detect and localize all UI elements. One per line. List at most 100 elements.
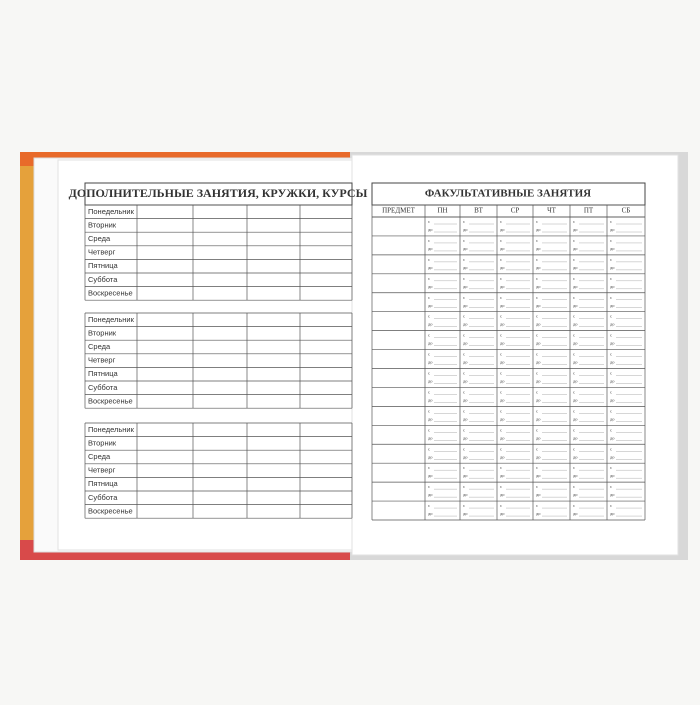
day-label: Понедельник: [88, 207, 135, 216]
from-label: с: [428, 314, 430, 319]
to-label: до: [500, 454, 505, 459]
to-label: до: [463, 397, 468, 402]
column-header: ПН: [437, 207, 447, 215]
to-label: до: [610, 397, 615, 402]
to-label: до: [573, 379, 578, 384]
to-label: до: [463, 265, 468, 270]
from-label: с: [610, 446, 612, 451]
column-header: ПРЕДМЕТ: [382, 207, 415, 215]
from-label: с: [500, 276, 502, 281]
from-label: с: [536, 276, 538, 281]
to-label: до: [500, 284, 505, 289]
from-label: с: [610, 484, 612, 489]
from-label: с: [573, 465, 575, 470]
from-label: с: [536, 503, 538, 508]
from-label: с: [610, 465, 612, 470]
to-label: до: [500, 303, 505, 308]
from-label: с: [500, 219, 502, 224]
day-label: Суббота: [88, 275, 118, 284]
from-label: с: [536, 352, 538, 357]
to-label: до: [573, 416, 578, 421]
to-label: до: [536, 379, 541, 384]
to-label: до: [428, 246, 433, 251]
to-label: до: [463, 284, 468, 289]
to-label: до: [428, 322, 433, 327]
to-label: до: [610, 454, 615, 459]
from-label: с: [573, 276, 575, 281]
to-label: до: [428, 227, 433, 232]
day-label: Четверг: [88, 466, 116, 475]
day-label: Воскресенье: [88, 396, 133, 405]
day-label: Вторник: [88, 438, 117, 447]
from-label: с: [500, 408, 502, 413]
to-label: до: [500, 265, 505, 270]
from-label: с: [428, 333, 430, 338]
from-label: с: [463, 276, 465, 281]
from-label: с: [463, 257, 465, 262]
from-label: с: [573, 352, 575, 357]
to-label: до: [573, 322, 578, 327]
from-label: с: [536, 371, 538, 376]
from-label: с: [610, 238, 612, 243]
from-label: с: [428, 408, 430, 413]
to-label: до: [463, 379, 468, 384]
from-label: с: [463, 352, 465, 357]
from-label: с: [536, 446, 538, 451]
to-label: до: [463, 227, 468, 232]
from-label: с: [428, 371, 430, 376]
from-label: с: [610, 427, 612, 432]
from-label: с: [500, 389, 502, 394]
from-label: с: [610, 389, 612, 394]
from-label: с: [573, 446, 575, 451]
to-label: до: [610, 492, 615, 497]
from-label: с: [463, 484, 465, 489]
from-label: с: [428, 503, 430, 508]
from-label: с: [610, 257, 612, 262]
to-label: до: [536, 435, 541, 440]
to-label: до: [610, 265, 615, 270]
from-label: с: [500, 295, 502, 300]
from-label: с: [573, 238, 575, 243]
to-label: до: [500, 227, 505, 232]
to-label: до: [610, 303, 615, 308]
from-label: с: [500, 503, 502, 508]
to-label: до: [536, 284, 541, 289]
from-label: с: [536, 484, 538, 489]
from-label: с: [610, 352, 612, 357]
from-label: с: [573, 371, 575, 376]
to-label: до: [500, 435, 505, 440]
column-header: СР: [511, 207, 520, 215]
day-label: Воскресенье: [88, 506, 133, 515]
from-label: с: [573, 333, 575, 338]
from-label: с: [536, 219, 538, 224]
to-label: до: [573, 303, 578, 308]
to-label: до: [536, 473, 541, 478]
from-label: с: [463, 333, 465, 338]
to-label: до: [428, 397, 433, 402]
from-label: с: [500, 446, 502, 451]
to-label: до: [573, 227, 578, 232]
to-label: до: [428, 416, 433, 421]
from-label: с: [463, 314, 465, 319]
to-label: до: [573, 454, 578, 459]
to-label: до: [573, 360, 578, 365]
from-label: с: [610, 503, 612, 508]
day-label: Пятница: [88, 479, 119, 488]
to-label: до: [500, 473, 505, 478]
cover-strip: [20, 166, 34, 540]
to-label: до: [428, 265, 433, 270]
day-label: Суббота: [88, 493, 118, 502]
from-label: с: [573, 389, 575, 394]
from-label: с: [500, 465, 502, 470]
to-label: до: [500, 360, 505, 365]
to-label: до: [573, 284, 578, 289]
to-label: до: [536, 492, 541, 497]
column-header: ВТ: [474, 207, 484, 215]
from-label: с: [536, 238, 538, 243]
to-label: до: [573, 246, 578, 251]
column-header: ПТ: [584, 207, 594, 215]
from-label: с: [500, 371, 502, 376]
from-label: с: [573, 484, 575, 489]
from-label: с: [610, 219, 612, 224]
